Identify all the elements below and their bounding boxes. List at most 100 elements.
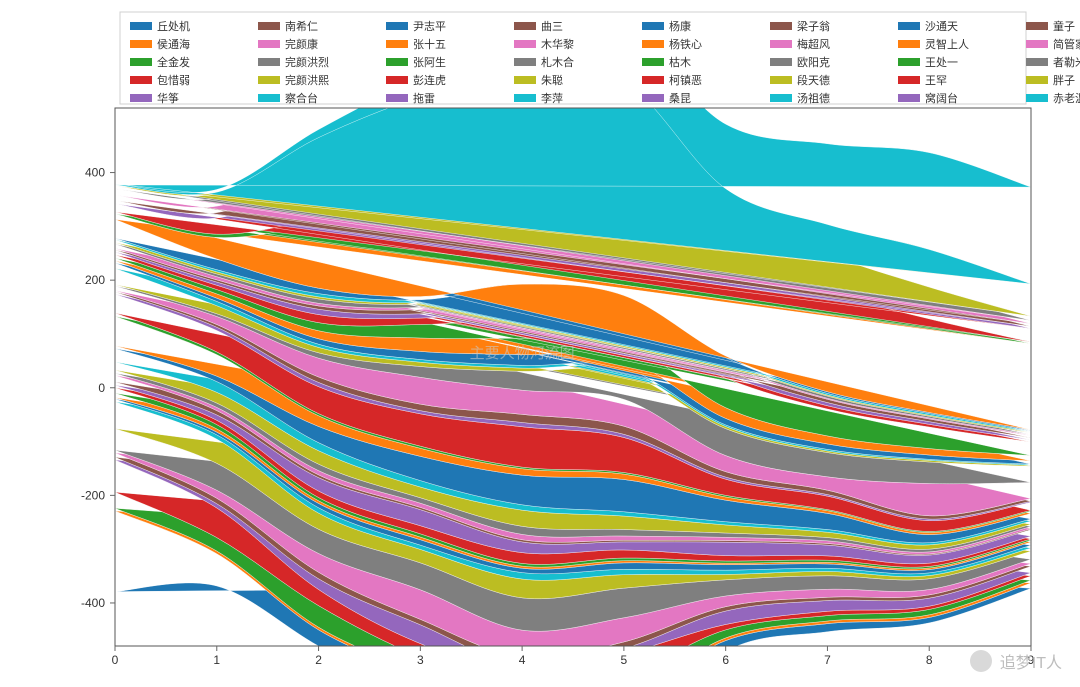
legend-swatch: [898, 40, 920, 48]
legend-label: 童子: [1053, 19, 1075, 33]
legend-label: 张十五: [413, 37, 446, 51]
legend-swatch: [386, 94, 408, 102]
legend-swatch: [770, 22, 792, 30]
x-tick-label: 7: [824, 653, 831, 667]
legend-label: 曲三: [541, 20, 563, 33]
y-tick-label: 400: [85, 166, 105, 180]
legend-label: 王罕: [925, 75, 947, 87]
x-tick-label: 0: [112, 653, 119, 667]
legend-label: 王处一: [925, 56, 958, 69]
legend-swatch: [258, 94, 280, 102]
legend-label: 丘处机: [157, 19, 190, 33]
legend-swatch: [642, 94, 664, 102]
legend-swatch: [514, 40, 536, 48]
legend-label: 胖子: [1053, 74, 1075, 87]
legend-label: 完颜洪烈: [285, 55, 329, 69]
legend-swatch: [258, 40, 280, 48]
legend-label: 赤老温: [1053, 92, 1080, 105]
legend-swatch: [898, 22, 920, 30]
legend-label: 包惜弱: [157, 73, 190, 87]
legend-swatch: [514, 22, 536, 30]
legend-label: 杨康: [669, 19, 691, 33]
legend-swatch: [1026, 94, 1048, 102]
legend-label: 欧阳克: [797, 56, 830, 69]
x-tick-label: 4: [519, 653, 526, 667]
legend-label: 梁子翁: [797, 19, 830, 33]
legend-label: 梅超风: [797, 37, 830, 51]
legend-label: 桑昆: [669, 92, 691, 105]
legend-label: 张阿生: [413, 55, 446, 69]
legend-swatch: [1026, 58, 1048, 66]
legend-label: 沙通天: [925, 20, 958, 33]
x-tick-label: 1: [213, 653, 220, 667]
legend-swatch: [258, 22, 280, 30]
legend-swatch: [386, 76, 408, 84]
legend-swatch: [898, 76, 920, 84]
legend-label: 简管家: [1053, 37, 1080, 51]
legend-label: 者勒米: [1053, 56, 1080, 69]
legend-swatch: [514, 94, 536, 102]
legend-label: 枯木: [669, 55, 691, 69]
legend-label: 彭连虎: [413, 73, 446, 87]
y-tick-label: 200: [85, 273, 105, 287]
legend-swatch: [898, 94, 920, 102]
footer-icon: [970, 650, 992, 672]
legend-label: 南希仁: [285, 19, 318, 33]
legend-swatch: [770, 76, 792, 84]
legend-swatch: [770, 94, 792, 102]
chart-container: { "chart":{ "type":"streamgraph", "width…: [0, 0, 1080, 687]
legend-swatch: [386, 22, 408, 30]
legend-label: 完颜康: [285, 37, 318, 51]
legend-label: 拖雷: [413, 91, 435, 105]
x-tick-label: 8: [926, 653, 933, 667]
legend-swatch: [258, 58, 280, 66]
legend-label: 柯镇恶: [669, 73, 702, 87]
legend-swatch: [258, 76, 280, 84]
legend-swatch: [642, 76, 664, 84]
x-tick-label: 5: [621, 653, 628, 667]
legend-swatch: [130, 76, 152, 84]
legend-swatch: [386, 40, 408, 48]
legend-swatch: [770, 40, 792, 48]
legend-swatch: [130, 22, 152, 30]
legend-label: 朱聪: [541, 73, 563, 87]
legend-swatch: [130, 40, 152, 48]
legend-label: 段天德: [797, 73, 830, 87]
legend-swatch: [130, 94, 152, 102]
legend-label: 察合台: [285, 91, 318, 105]
legend-label: 侯通海: [157, 37, 190, 51]
legend-label: 华筝: [157, 91, 179, 105]
footer-attribution: 追梦IT人: [970, 649, 1062, 673]
legend-swatch: [1026, 22, 1048, 30]
legend-label: 完颜洪熙: [285, 73, 329, 87]
legend-swatch: [642, 40, 664, 48]
x-tick-label: 6: [722, 653, 729, 667]
legend-swatch: [386, 58, 408, 66]
watermark-text: 主要人物河流图: [470, 345, 575, 362]
legend-label: 全金发: [157, 55, 190, 69]
legend-label: 木华黎: [541, 37, 574, 51]
chart-svg: 0123456789-400-2000200400主要人物河流图丘处机侯通海全金…: [0, 0, 1080, 687]
legend-swatch: [514, 58, 536, 66]
legend-swatch: [642, 58, 664, 66]
legend-swatch: [770, 58, 792, 66]
legend-label: 汤祖德: [797, 91, 830, 105]
legend-label: 杨铁心: [669, 37, 702, 51]
legend-swatch: [514, 76, 536, 84]
legend-swatch: [130, 58, 152, 66]
legend-label: 尹志平: [413, 20, 446, 33]
y-tick-label: -200: [81, 488, 105, 502]
x-tick-label: 3: [417, 653, 424, 667]
legend-swatch: [898, 58, 920, 66]
legend-label: 灵智上人: [925, 37, 969, 51]
legend-label: 李萍: [541, 91, 563, 105]
x-tick-label: 2: [315, 653, 322, 667]
legend-swatch: [642, 22, 664, 30]
legend-swatch: [1026, 76, 1048, 84]
legend-label: 窝阔台: [925, 91, 958, 105]
y-tick-label: 0: [98, 381, 105, 395]
y-tick-label: -400: [81, 596, 105, 610]
legend-label: 札木合: [541, 55, 574, 69]
footer-text: 追梦IT人: [1000, 649, 1062, 673]
legend-swatch: [1026, 40, 1048, 48]
